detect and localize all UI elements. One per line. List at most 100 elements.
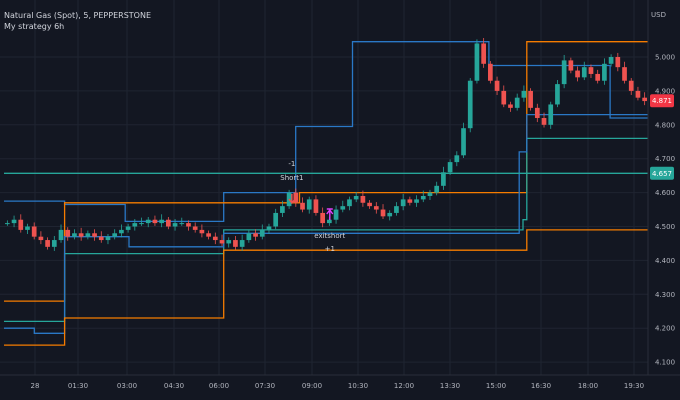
strategy-label[interactable]: My strategy 6h (4, 22, 65, 31)
candle-body (192, 226, 198, 230)
candle-body (628, 80, 634, 91)
price-tick-label: 4.200 (655, 325, 675, 333)
candle-body (145, 219, 151, 224)
time-tick-label: 15:00 (486, 382, 506, 390)
candle-body (112, 233, 118, 237)
time-tick-label: 18:00 (578, 382, 598, 390)
candle-body (575, 70, 580, 78)
candle-body (400, 199, 406, 207)
candle-body (98, 236, 104, 241)
candle-body (166, 219, 171, 227)
last-price-tag-text: 4.871 (652, 97, 672, 105)
candle-body (548, 104, 554, 125)
candle-body (65, 229, 71, 237)
time-tick-label: 16:30 (531, 382, 551, 390)
time-tick-label: 03:00 (117, 382, 137, 390)
candle-body (306, 199, 312, 210)
candle-body (280, 206, 285, 213)
candle-body (233, 240, 238, 247)
candle-body (266, 226, 272, 230)
candle-body (179, 223, 185, 225)
currency-label[interactable]: USD (651, 11, 666, 19)
grid-lines (0, 0, 648, 375)
candle-body (273, 212, 279, 227)
price-tick-label: 4.700 (655, 155, 675, 163)
candle-body (514, 97, 520, 108)
candle-body (394, 206, 399, 213)
price-tick-label: 4.900 (655, 87, 675, 95)
band-series-1 (4, 41, 648, 302)
candle-body (51, 240, 57, 247)
candle-body (132, 223, 138, 227)
candle-body (427, 192, 433, 196)
candle-body (293, 192, 299, 203)
candle-body (447, 162, 453, 173)
candle-body (125, 226, 131, 230)
candle-body (595, 73, 601, 81)
candle-body (608, 57, 614, 64)
price-tick-label: 4.100 (655, 359, 675, 367)
candle-body (420, 195, 426, 200)
signal-short-qty: -1 (288, 160, 295, 168)
candle-body (119, 229, 124, 234)
price-axis-bg (648, 0, 680, 400)
candle-body (105, 236, 111, 241)
candle-body (528, 90, 533, 108)
level-price-tag-text: 4.657 (652, 170, 672, 178)
candle-body (347, 199, 352, 207)
candle-body (333, 209, 339, 220)
candlesticks (5, 38, 647, 251)
candle-body (199, 229, 205, 234)
candle-body (72, 233, 77, 237)
candle-body (327, 219, 332, 224)
candle-body (219, 240, 225, 244)
symbol-title[interactable]: Natural Gas (Spot), 5, PEPPERSTONE (4, 11, 151, 20)
candle-body (212, 236, 218, 241)
candle-body (246, 233, 252, 241)
time-axis: 28 01:30 03:00 04:30 06:00 07:30 09:00 10:30 12:… (0, 374, 680, 400)
level-price-tag (650, 166, 674, 180)
candle-body (588, 67, 594, 74)
price-tick-label: 4.300 (655, 291, 675, 299)
candle-body (152, 219, 158, 224)
time-tick-label: 19:30 (624, 382, 644, 390)
candle-body (253, 233, 258, 237)
candle-body (521, 90, 527, 98)
candle-body (5, 223, 10, 225)
candle-body (501, 90, 507, 105)
candle-body (434, 185, 440, 193)
band-series-3 (4, 113, 648, 334)
price-axis: 5.000 4.900 4.800 4.700 4.600 4.500 4.400 4.300… (647, 0, 680, 400)
candle-body (360, 195, 366, 203)
exit-arrow-icon (326, 208, 334, 220)
candle-body (367, 202, 372, 207)
candle-body (541, 118, 547, 125)
candle-body (300, 202, 305, 210)
candle-body (561, 60, 567, 85)
candle-body (159, 219, 164, 224)
signal-exit-qty: +1 (325, 245, 335, 253)
time-tick-label: 12:00 (394, 382, 414, 390)
candle-body (313, 199, 319, 213)
candle-body (18, 219, 24, 230)
price-tick-label: 4.500 (655, 223, 675, 231)
candle-body (38, 236, 44, 241)
candle-body (474, 43, 480, 81)
band-series-4 (4, 229, 648, 346)
time-tick-label: 07:30 (255, 382, 275, 390)
candle-body (353, 195, 359, 200)
candle-body (25, 226, 30, 230)
time-tick-label: 28 (31, 382, 40, 390)
candle-body (534, 107, 540, 119)
chart-legend: Natural Gas (Spot), 5, PEPPERSTONE My st… (4, 10, 151, 32)
candle-body (615, 57, 621, 68)
signal-exit-label: exitshort (314, 232, 345, 240)
candle-body (581, 67, 587, 78)
candle-body (139, 223, 144, 225)
candle-body (58, 229, 64, 241)
time-tick-label: 13:30 (440, 382, 460, 390)
candle-body (488, 63, 493, 81)
candle-body (441, 172, 446, 186)
